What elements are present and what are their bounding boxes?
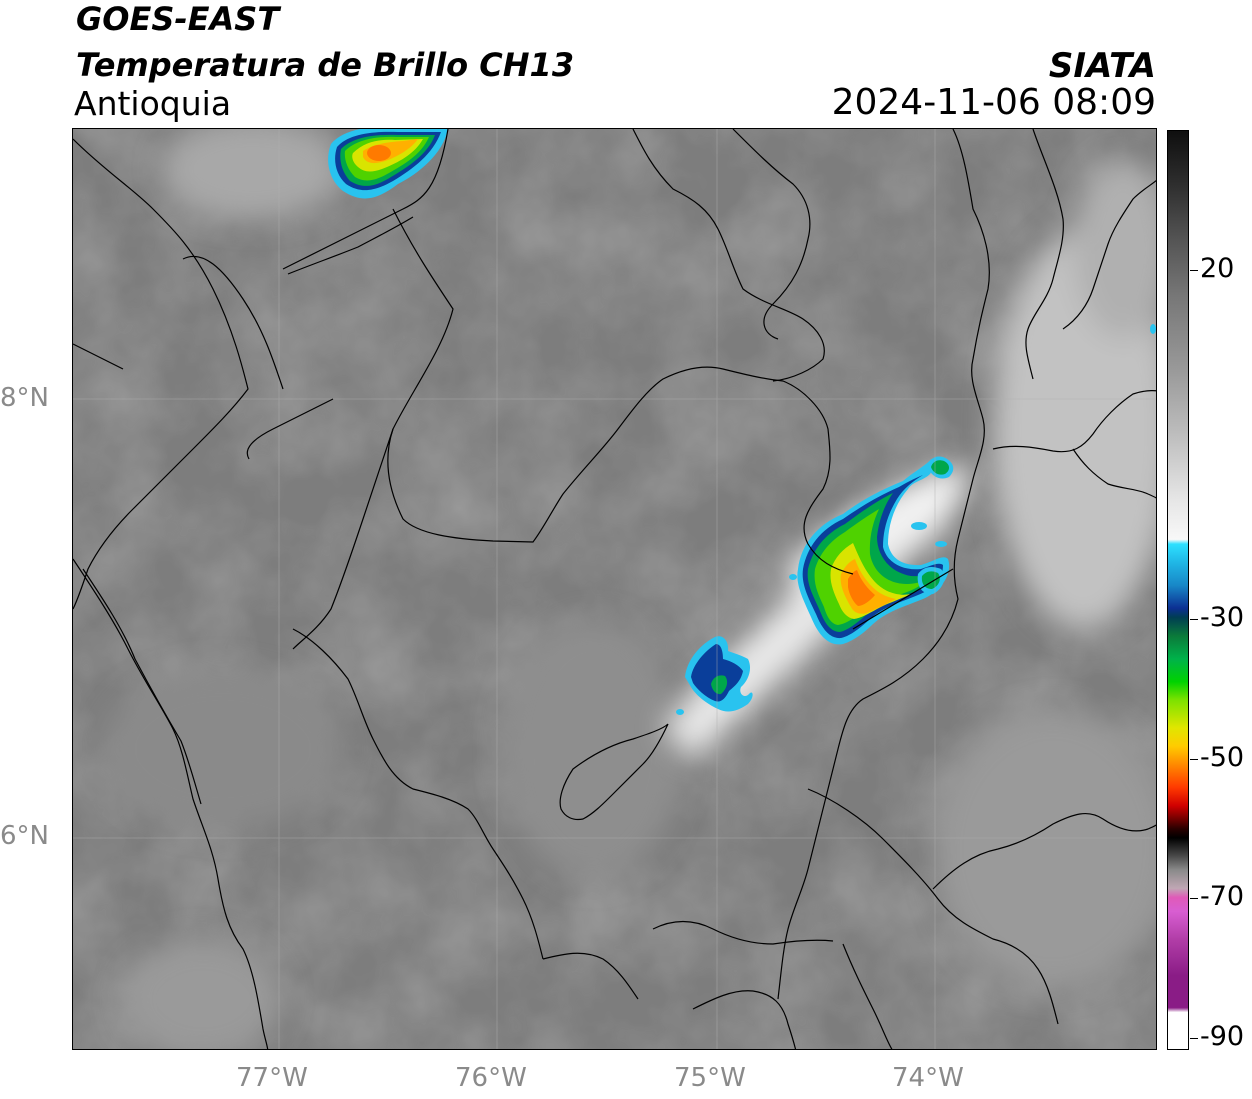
colorbar-label-minus70: -70 — [1200, 881, 1245, 912]
product-title: Temperatura de Brillo CH13 — [76, 46, 575, 84]
graticule — [73, 129, 1156, 1049]
satellite-map — [72, 128, 1157, 1050]
colorbar-label-20: 20 — [1200, 253, 1235, 284]
lon-label-77w: 77°W — [236, 1063, 308, 1093]
map-svg — [73, 129, 1156, 1049]
colorbar-label-minus90: -90 — [1200, 1021, 1245, 1052]
lat-label-6n: 6°N — [0, 821, 49, 851]
lon-label-75w: 75°W — [674, 1063, 746, 1093]
colorbar-label-minus50: -50 — [1200, 742, 1245, 773]
borders — [73, 129, 1156, 1049]
lon-label-74w: 74°W — [892, 1063, 964, 1093]
cloud-shading — [103, 129, 1156, 1049]
organization-label: SIATA — [1048, 46, 1156, 86]
datetime-label: 2024-11-06 08:09 — [831, 82, 1156, 123]
storm-cell-east — [789, 456, 954, 645]
satellite-title: GOES-EAST — [76, 0, 280, 38]
storm-cell-north — [328, 129, 448, 199]
colorbar-label-minus30: -30 — [1200, 602, 1245, 633]
lat-label-8n: 8°N — [0, 383, 49, 413]
lon-label-76w: 76°W — [455, 1063, 527, 1093]
region-subtitle: Antioquia — [74, 84, 232, 123]
temperature-colorbar — [1167, 130, 1189, 1050]
